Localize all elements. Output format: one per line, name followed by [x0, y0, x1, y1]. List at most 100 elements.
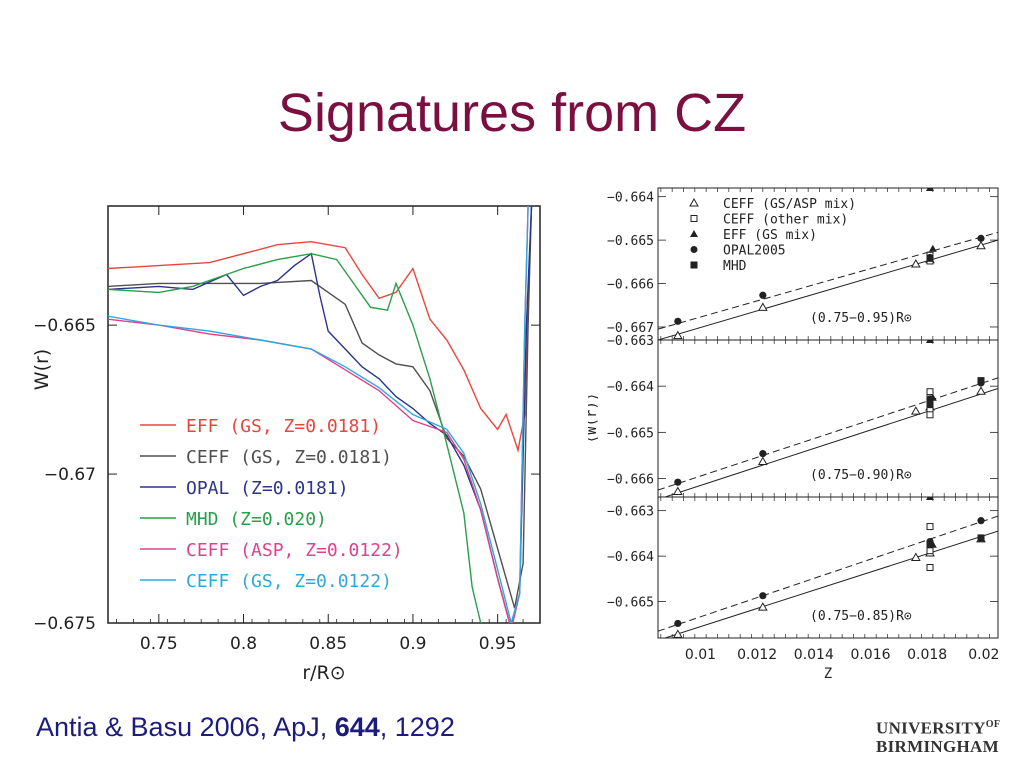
right-point-filled-circle — [977, 234, 985, 242]
right-point-filled-circle — [926, 395, 934, 403]
left-y-tick-label: −0.67 — [44, 465, 96, 485]
right-panel-frame — [657, 496, 999, 639]
left-x-tick-label: 0.85 — [309, 634, 347, 654]
left-x-tick-label: 0.8 — [230, 634, 257, 654]
right-point-open-triangle — [672, 486, 683, 495]
right-legend-entry: MHD — [723, 259, 747, 274]
right-point-filled-square — [977, 377, 985, 385]
left-series-line — [108, 206, 533, 453]
right-legend-entry: OPAL2005 — [723, 244, 786, 259]
right-panel-marks — [658, 497, 998, 638]
left-y-axis-label: W(r) — [31, 349, 53, 390]
right-y-axis-label: ⟨W(r)⟩ — [588, 393, 600, 444]
right-legend-marker — [690, 230, 698, 237]
left-y-tick-label: −0.675 — [33, 614, 96, 634]
citation-volume: 644 — [334, 712, 380, 742]
right-point-filled-square — [977, 534, 985, 542]
left-x-tick-label: 0.9 — [399, 634, 426, 654]
right-y-tick-label: −0.666 — [607, 473, 654, 488]
left-x-tick-label: 0.75 — [140, 634, 178, 654]
left-series-line — [108, 206, 529, 623]
right-x-axis-label: Z — [824, 666, 832, 682]
right-x-tick-label: 0.016 — [850, 647, 890, 663]
right-legend-entry: EFF (GS mix) — [723, 228, 817, 243]
left-legend-entry: MHD (Z=0.020) — [186, 509, 327, 530]
left-series-line — [108, 252, 482, 623]
left-x-axis-label: r/R⊙ — [302, 662, 345, 684]
right-panel-label: (0.75−0.95)R⊙ — [810, 311, 912, 326]
right-point-filled-square — [926, 541, 934, 549]
slide-title: Signatures from CZ — [277, 83, 747, 143]
right-y-tick-label: −0.664 — [607, 191, 654, 206]
right-legend-marker — [690, 261, 698, 269]
right-x-tick-label: 0.012 — [737, 647, 777, 663]
left-legend-entry: CEFF (GS, Z=0.0181) — [186, 447, 392, 468]
right-fit-solid — [658, 239, 998, 340]
right-point-filled-square — [926, 254, 934, 262]
right-legend-marker — [690, 215, 698, 222]
right-point-open-triangle — [757, 456, 768, 465]
left-legend-entry: CEFF (GS, Z=0.0122) — [186, 571, 392, 592]
right-y-tick-label: −0.664 — [607, 550, 654, 565]
right-y-tick-label: −0.663 — [607, 505, 654, 520]
right-legend-entry: CEFF (other mix) — [723, 213, 848, 228]
right-point-open-triangle — [910, 406, 921, 415]
right-panel-label: (0.75−0.85)R⊙ — [810, 609, 912, 624]
right-y-tick-label: −0.663 — [607, 334, 654, 349]
right-point-open-triangle — [910, 258, 921, 268]
left-x-tick-label: 0.95 — [479, 634, 517, 654]
right-y-tick-label: −0.666 — [607, 278, 654, 293]
right-point-filled-circle — [674, 619, 682, 628]
right-point-filled-circle — [674, 317, 682, 325]
right-y-tick-label: −0.667 — [607, 321, 654, 336]
right-panel-label: (0.75−0.90)R⊙ — [810, 468, 912, 483]
university-logo: UNIVERSITYOF BIRMINGHAM — [876, 716, 1006, 756]
left-legend-entry: OPAL (Z=0.0181) — [186, 478, 349, 499]
right-y-tick-label: −0.665 — [607, 426, 654, 441]
right-point-filled-circle — [759, 592, 767, 600]
right-point-open-triangle — [672, 629, 683, 638]
right-y-tick-label: −0.665 — [607, 234, 654, 249]
right-fit-dashed — [658, 231, 998, 330]
right-y-tick-label: −0.664 — [607, 380, 654, 395]
left-y-tick-label: −0.665 — [33, 316, 96, 336]
left-series-group — [108, 206, 533, 623]
right-scatter-chart: −0.664 −0.665 −0.666 −0.667 (0.75−0.95)R⊙ −0.… — [588, 187, 999, 682]
right-point-filled-triangle — [926, 340, 934, 343]
citation-pages: , 1292 — [379, 712, 455, 742]
right-point-open-square — [926, 547, 934, 555]
citation-authors: Antia & Basu 2006, ApJ, — [36, 712, 335, 742]
right-point-filled-circle — [674, 478, 682, 486]
right-point-open-square — [926, 411, 934, 419]
right-panel-frame — [657, 187, 999, 341]
logo-of: OF — [985, 719, 1001, 730]
right-point-filled-triangle — [928, 244, 937, 252]
left-series-line — [108, 206, 533, 609]
right-point-open-triangle — [757, 602, 768, 611]
right-x-tick-label: 0.02 — [968, 647, 999, 663]
logo-line1: UNIVERSITY — [876, 718, 986, 738]
right-point-filled-circle — [759, 449, 767, 458]
right-point-open-triangle — [672, 330, 683, 340]
right-point-open-square — [926, 523, 934, 531]
logo-line2: BIRMINGHAM — [876, 736, 999, 756]
right-panel-frame — [657, 339, 999, 498]
right-fit-dashed — [658, 515, 998, 632]
right-point-open-square — [926, 564, 934, 571]
right-point-open-square — [926, 388, 934, 396]
right-x-tick-label: 0.01 — [685, 647, 716, 663]
right-point-filled-triangle — [926, 188, 934, 191]
left-legend-entry: EFF (GS, Z=0.0181) — [186, 416, 381, 437]
right-point-filled-circle — [759, 291, 767, 299]
right-x-tick-label: 0.018 — [907, 647, 947, 663]
left-line-chart: 0.75 0.8 0.85 0.9 0.95 −0.665 −0.67 −0.675 r/R⊙ W… — [31, 205, 541, 684]
right-panel-marks — [658, 188, 998, 340]
right-point-filled-square — [926, 401, 934, 409]
right-point-filled-circle — [977, 517, 985, 525]
right-y-tick-label: −0.665 — [607, 596, 654, 611]
citation: Antia & Basu 2006, ApJ, 644, 1292 — [36, 712, 455, 743]
right-point-open-triangle — [976, 386, 986, 395]
left-series-line — [108, 206, 529, 623]
left-legend-entry: CEFF (ASP, Z=0.0122) — [186, 540, 403, 561]
right-panel-marks — [658, 340, 998, 497]
